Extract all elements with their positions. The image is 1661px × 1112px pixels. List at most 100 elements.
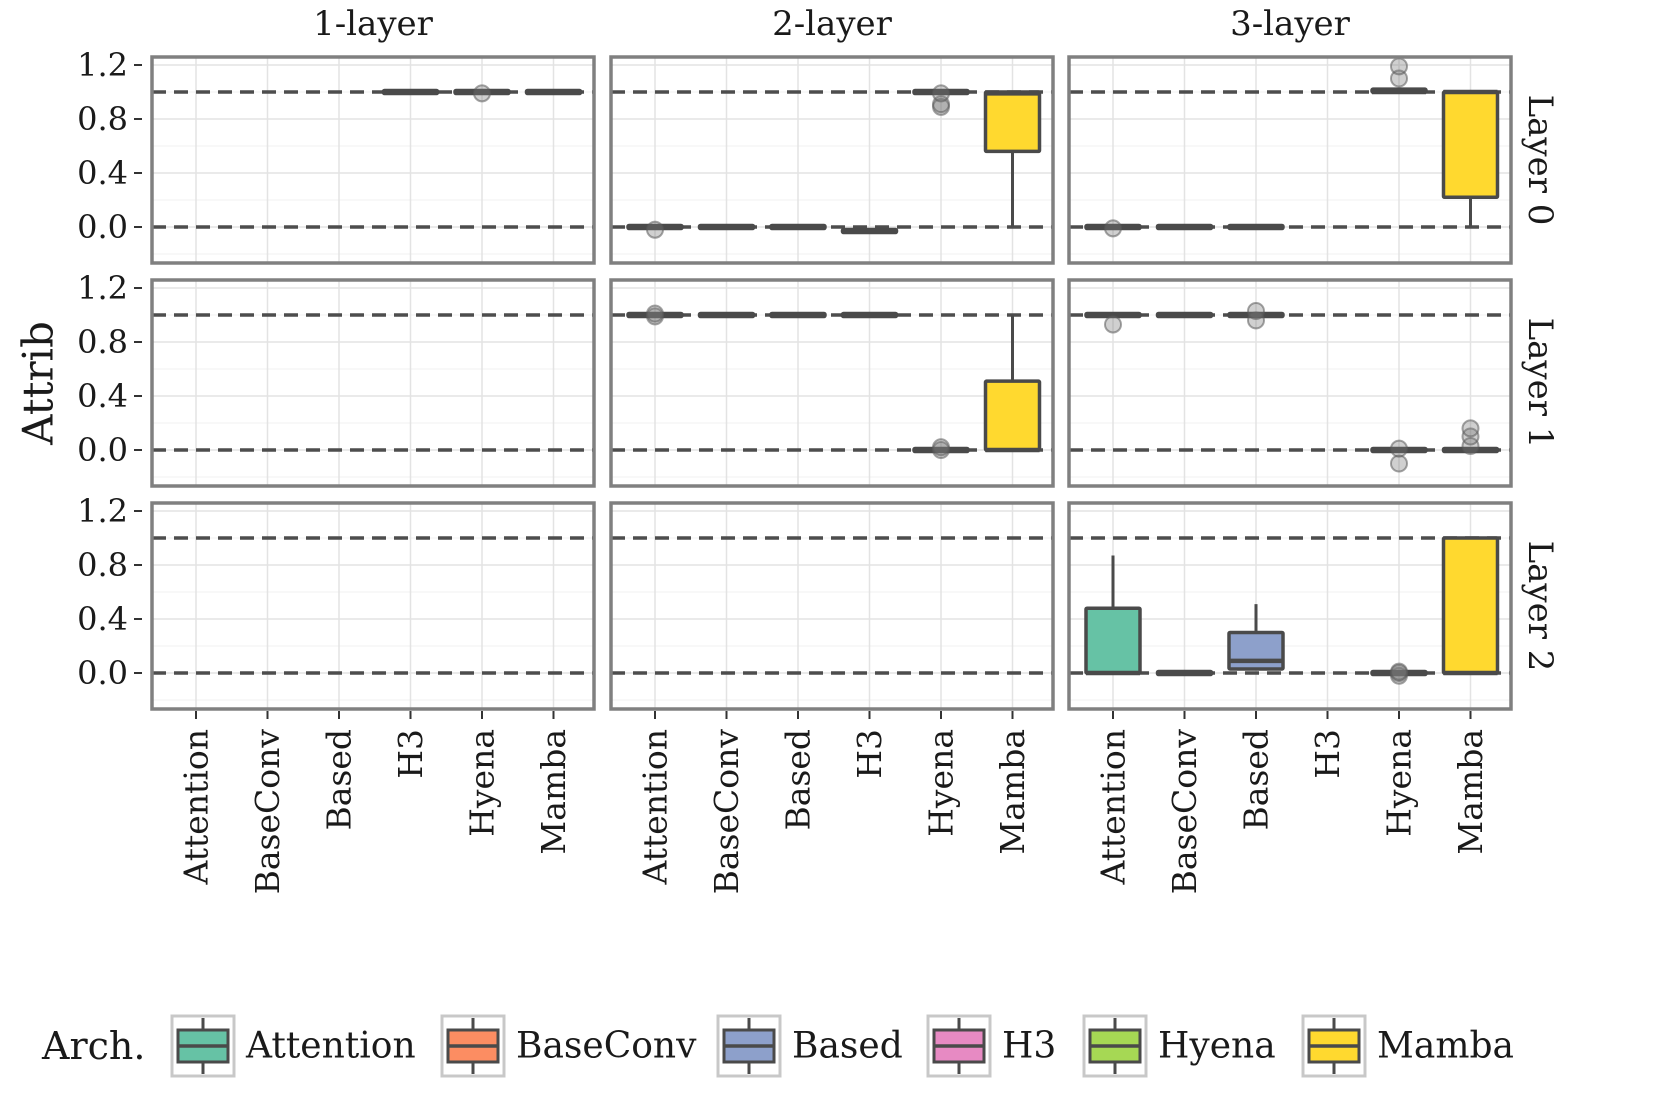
facet-panel-3-layer-layer-2 [1067, 501, 1513, 711]
box-outlier-point [646, 304, 664, 323]
y-tick-label: 1.2 [77, 492, 128, 530]
box-mamba [1441, 419, 1500, 455]
box-hyena [1370, 57, 1428, 95]
box-outlier-point [1390, 69, 1408, 88]
facet-panel-2-layer-layer-0 [609, 55, 1055, 265]
x-tick-label: BaseConv [707, 729, 746, 895]
box-based [769, 311, 827, 319]
box-based [769, 223, 827, 231]
legend-item-attention: Attention [170, 1014, 416, 1078]
legend-label: Attention [245, 1026, 416, 1067]
box-h3 [840, 311, 899, 319]
legend-label: Mamba [1377, 1026, 1514, 1067]
box-attention [626, 220, 684, 239]
facet-panel-1-layer-layer-0 [150, 55, 596, 265]
x-tick-label: Attention [636, 729, 675, 886]
x-tick-label: Hyena [463, 729, 502, 837]
box-attention [1084, 555, 1142, 676]
y-tick-label: 0.0 [77, 431, 128, 469]
box-hyena [453, 84, 511, 103]
legend-label: Based [792, 1026, 903, 1067]
box-outlier-point [646, 220, 664, 239]
box-iqr [1227, 630, 1285, 671]
legend-item-h3: H3 [926, 1014, 1056, 1078]
panel-border [150, 278, 596, 488]
legend-label: Hyena [1158, 1026, 1276, 1067]
panel-border [150, 55, 596, 265]
box-baseconv [697, 223, 756, 231]
x-tick-label: Based [779, 729, 818, 831]
box-based [1227, 223, 1285, 231]
facet-column-label: 3-layer [1230, 4, 1351, 44]
legend-item-baseconv: BaseConv [440, 1014, 697, 1078]
facet-panel-1-layer-layer-1 [150, 278, 596, 488]
y-tick-label: 0.0 [77, 654, 128, 692]
x-tick-label: H3 [1308, 729, 1347, 779]
box-outlier-point [1247, 311, 1265, 330]
panel-background [152, 503, 594, 709]
box-baseconv [1155, 223, 1214, 231]
box-baseconv [1155, 311, 1214, 319]
box-attention [1084, 219, 1142, 238]
x-tick-label: H3 [391, 729, 430, 779]
x-tick-label: Mamba [993, 729, 1032, 855]
x-tick-label: Hyena [1380, 729, 1419, 837]
facet-panel-2-layer-layer-1 [609, 278, 1055, 488]
box-hyena [1370, 439, 1428, 473]
box-outlier-point [932, 84, 950, 103]
legend: Arch. Attention BaseConv Based H3 Hyena Mamba [41, 1014, 1514, 1078]
panel-border [1067, 501, 1513, 711]
panel-border [1067, 55, 1513, 265]
y-tick-label: 0.4 [77, 377, 128, 415]
box-outlier-point [473, 84, 491, 103]
y-tick-label: 0.8 [77, 323, 128, 361]
x-tick-label: BaseConv [248, 729, 287, 895]
facet-row-label: Layer 1 [1520, 318, 1560, 449]
facet-row-label: Layer 0 [1520, 95, 1560, 226]
y-tick-label: 0.8 [77, 546, 128, 584]
facet-column-label: 2-layer [772, 4, 893, 44]
legend-label: BaseConv [516, 1026, 697, 1067]
panel-background [611, 57, 1053, 263]
legend-item-mamba: Mamba [1301, 1014, 1514, 1078]
x-tick-label: Based [320, 729, 359, 831]
x-tick-label: BaseConv [1165, 729, 1204, 895]
box-outlier-point [1104, 219, 1122, 238]
box-h3 [840, 227, 899, 235]
box-h3 [381, 88, 440, 96]
legend-item-hyena: Hyena [1082, 1014, 1276, 1078]
box-iqr [983, 90, 1042, 154]
panel-background [1069, 280, 1511, 486]
box-iqr [983, 379, 1042, 452]
x-tick-label: H3 [850, 729, 889, 779]
box-mamba [983, 315, 1042, 453]
box-baseconv [697, 311, 756, 319]
box-outlier-point [1461, 419, 1480, 438]
panel-background [152, 57, 594, 263]
x-tick-label: Mamba [1451, 729, 1490, 855]
x-tick-label: Hyena [922, 729, 961, 837]
y-tick-label: 0.4 [77, 600, 128, 638]
box-outlier-point [1461, 436, 1480, 455]
box-hyena [912, 438, 970, 459]
x-tick-label: Based [1237, 729, 1276, 831]
x-tick-label: Mamba [534, 729, 573, 855]
box-attention [626, 304, 684, 326]
box-based [1227, 301, 1285, 330]
facet-panel-3-layer-layer-1 [1067, 278, 1513, 488]
box-attention [1084, 311, 1142, 334]
y-tick-label: 0.4 [77, 154, 128, 192]
panel-border [609, 55, 1055, 265]
y-axis-title: Attrib [14, 321, 63, 446]
y-tick-label: 0.0 [77, 208, 128, 246]
box-mamba [983, 90, 1042, 227]
box-based [1227, 604, 1285, 671]
y-tick-label: 1.2 [77, 46, 128, 84]
box-hyena [912, 84, 970, 116]
y-tick-label: 0.8 [77, 100, 128, 138]
panel-background [611, 503, 1053, 709]
x-tick-label: Attention [1094, 729, 1133, 886]
legend-item-based: Based [716, 1014, 903, 1078]
box-iqr [1441, 90, 1500, 200]
